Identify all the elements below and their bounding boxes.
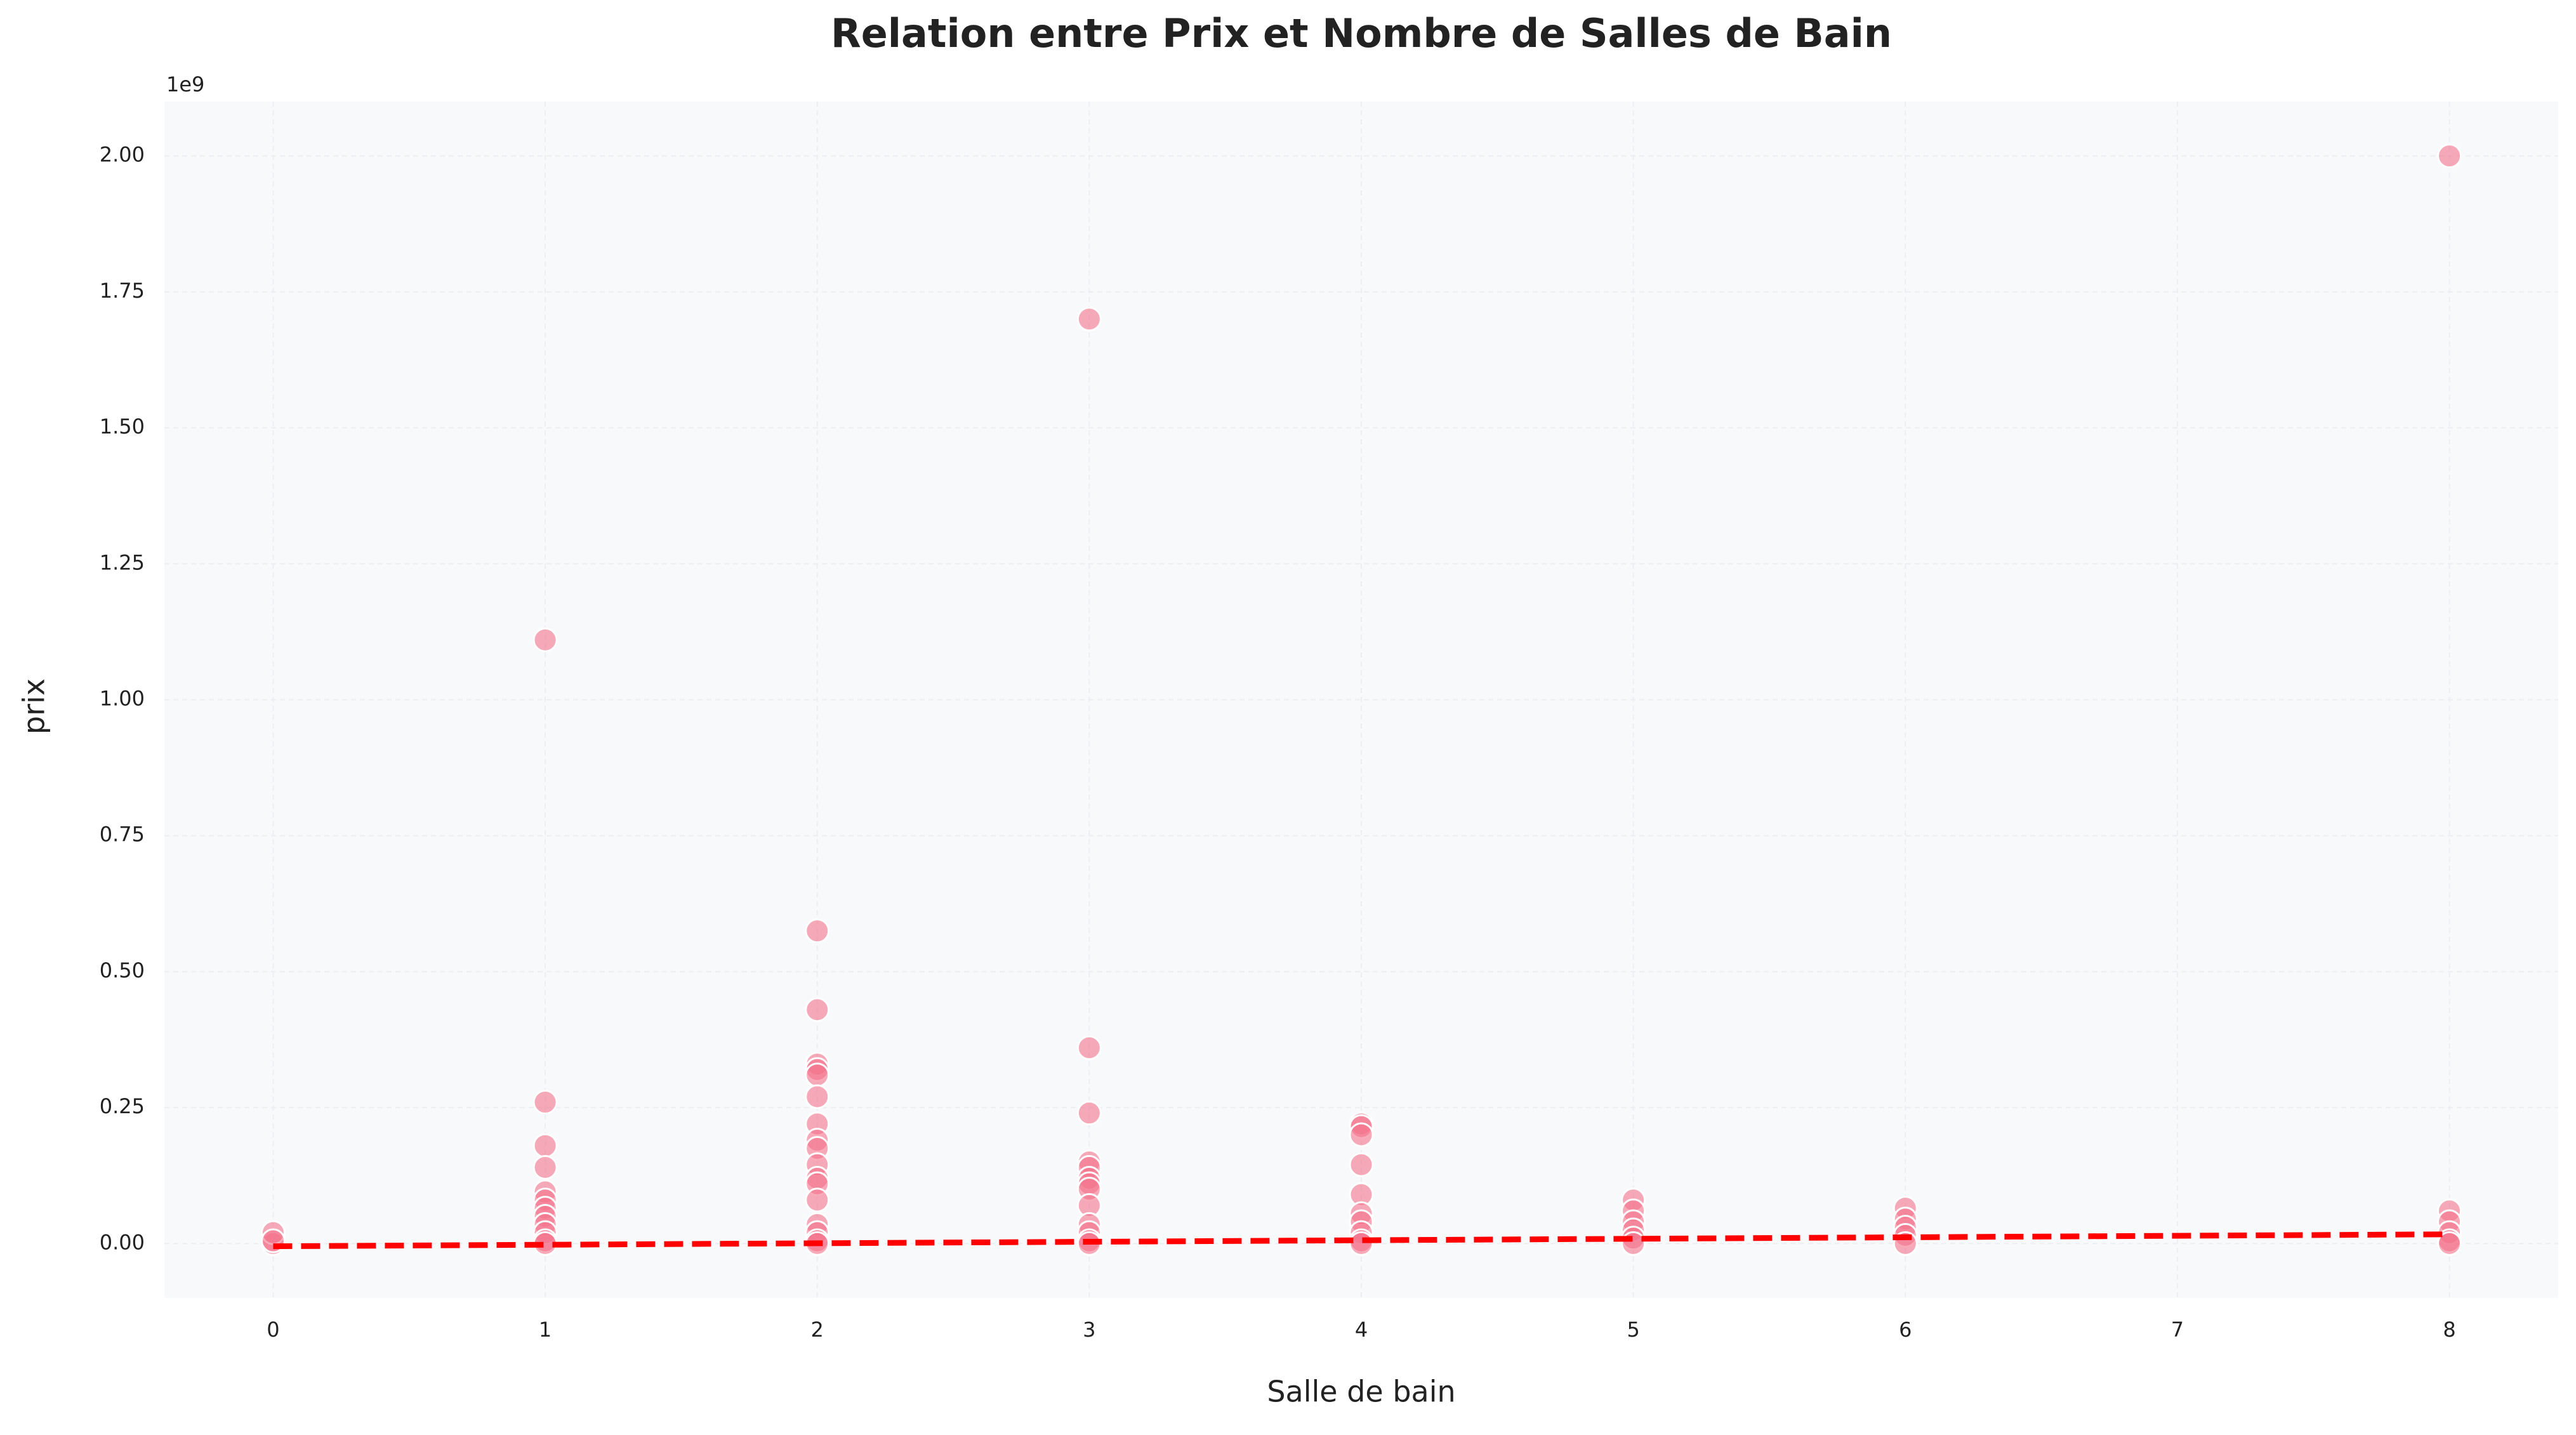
y-tick-label: 1.50 [100, 414, 145, 439]
y-tick-label: 0.75 [100, 823, 145, 847]
x-axis-label: Salle de bain [1267, 1375, 1455, 1409]
point [2437, 1231, 2462, 1256]
point [1349, 1152, 1374, 1177]
x-tick-label: 2 [811, 1318, 824, 1342]
point [805, 997, 830, 1022]
x-tick-label: 5 [1627, 1318, 1639, 1342]
x-tick-label: 6 [1899, 1318, 1912, 1342]
y-tick-label: 1.75 [100, 279, 145, 303]
point [1076, 1035, 1102, 1061]
point [1076, 1101, 1102, 1126]
y-tick-label: 0.50 [100, 958, 145, 982]
point [805, 1187, 830, 1213]
x-tick-label: 7 [2171, 1318, 2184, 1342]
point [2437, 143, 2462, 169]
point [532, 1133, 558, 1158]
y-tick-label: 1.25 [100, 550, 145, 574]
y-tick-label: 0.00 [100, 1230, 145, 1254]
point [532, 1090, 558, 1115]
point [1349, 1122, 1374, 1147]
point [805, 1084, 830, 1109]
x-tick-label: 0 [267, 1318, 279, 1342]
point [1076, 307, 1102, 332]
x-tick-label: 4 [1355, 1318, 1368, 1342]
x-tick-label: 1 [539, 1318, 552, 1342]
chart-title: Relation entre Prix et Nombre de Salles … [831, 10, 1892, 56]
point [805, 1062, 830, 1088]
y-tick-label: 0.25 [100, 1094, 145, 1118]
point [532, 627, 558, 652]
point [1621, 1231, 1646, 1256]
point [532, 1154, 558, 1180]
point [805, 918, 830, 944]
point [1349, 1231, 1374, 1256]
y-axis-label: prix [17, 678, 51, 734]
y-tick-label: 1.00 [100, 687, 145, 711]
x-tick-label: 3 [1083, 1318, 1095, 1342]
y-tick-label: 2.00 [100, 143, 145, 167]
y-offset-label: 1e9 [166, 72, 204, 96]
x-tick-label: 8 [2443, 1318, 2455, 1342]
